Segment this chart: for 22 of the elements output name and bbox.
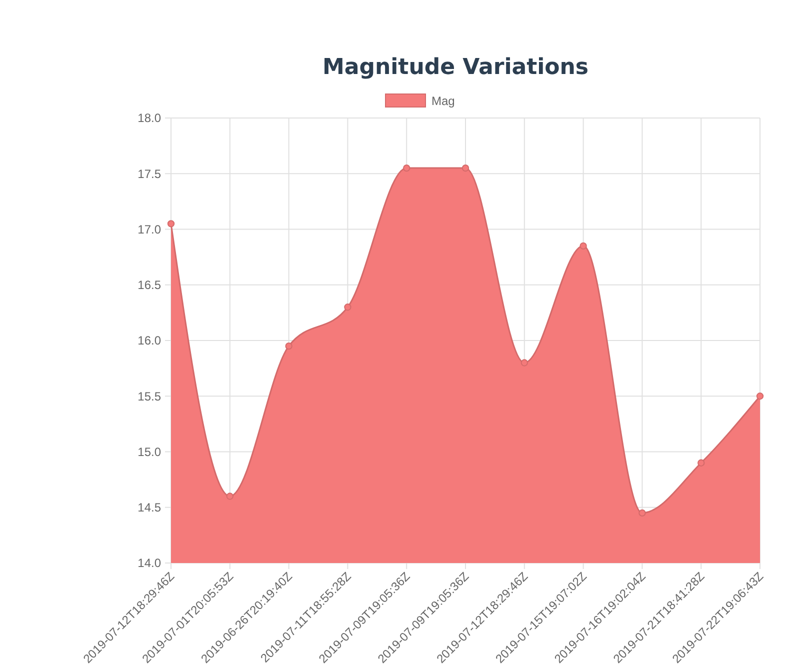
point: [226, 492, 234, 500]
legend-label: Mag: [432, 94, 455, 108]
y-tick-label: 14.0: [138, 556, 162, 570]
point: [698, 459, 705, 466]
point: [285, 342, 292, 350]
y-tick-label: 17.0: [138, 222, 162, 236]
point: [344, 304, 352, 311]
point: [462, 164, 470, 172]
y-tick-label: 16.0: [138, 334, 162, 348]
point: [520, 359, 528, 366]
point: [756, 392, 764, 400]
point: [167, 220, 175, 228]
y-tick-label: 14.5: [138, 500, 162, 515]
point: [403, 164, 410, 172]
y-tick-label: 17.5: [138, 166, 162, 181]
chart-title: Magnitude Variations: [322, 55, 589, 80]
y-tick-label: 16.5: [138, 278, 162, 292]
y-tick-label: 15.5: [138, 389, 162, 404]
y-tick-label: 15.0: [138, 444, 162, 459]
point: [580, 242, 587, 250]
y-tick-label: 18.0: [138, 111, 162, 126]
point: [638, 509, 646, 517]
